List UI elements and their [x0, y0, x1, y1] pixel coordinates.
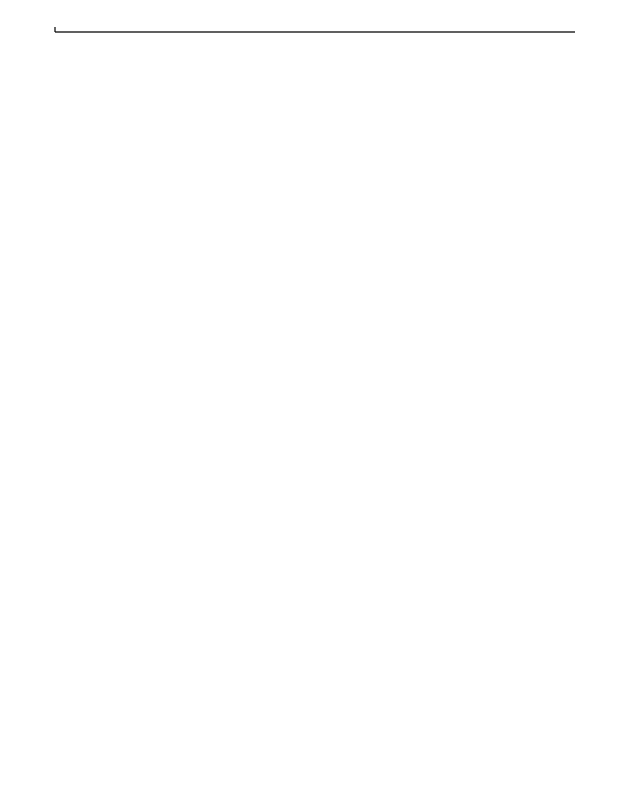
- pump-curve-figure: [0, 0, 629, 800]
